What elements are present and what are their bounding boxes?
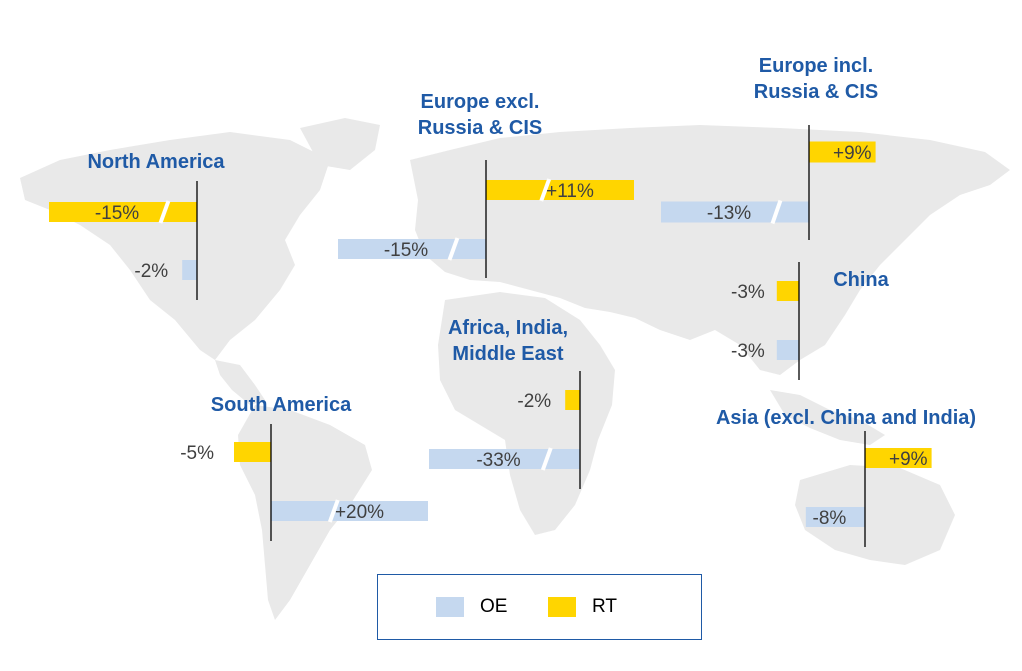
legend-label-oe: OE	[480, 596, 508, 617]
data-label-africa-india-me-rt: -2%	[517, 391, 551, 412]
data-label-asia-oe: -8%	[813, 508, 847, 529]
region-title-china: China	[833, 269, 889, 291]
legend-item-rt: RT	[548, 596, 617, 617]
legend-item-oe: OE	[436, 596, 508, 617]
map-australia	[795, 465, 955, 565]
region-title-asia: Asia (excl. China and India)	[716, 407, 976, 429]
chart-legend: OE RT	[377, 574, 702, 640]
region-title-south-america: South America	[211, 394, 352, 416]
data-label-europe-incl-rt: +9%	[833, 143, 872, 164]
bar-africa-india-me-oe	[429, 449, 580, 469]
region-title-europe-excl: Russia & CIS	[418, 117, 542, 139]
region-title-africa-india-me: Africa, India,	[448, 317, 568, 339]
data-label-europe-excl-rt: +11%	[546, 181, 594, 202]
map-africa	[438, 292, 615, 535]
data-label-africa-india-me-oe: -33%	[476, 450, 520, 471]
data-label-china-rt: -3%	[731, 282, 765, 303]
bar-south-america-oe	[271, 501, 428, 521]
data-label-north-america-rt: -15%	[95, 203, 139, 224]
bar-north-america-rt	[49, 202, 197, 222]
bars-layer: -15% -2% North America +11% -15% Europe excl.…	[49, 55, 976, 547]
bar-asia-oe	[805, 507, 865, 527]
bar-china-rt	[776, 281, 799, 301]
region-china: -3% -3% China	[731, 262, 890, 380]
region-title-europe-incl: Russia & CIS	[754, 81, 878, 103]
data-label-south-america-oe: +20%	[335, 502, 384, 523]
legend-swatch-rt	[548, 597, 576, 617]
map-greenland	[300, 118, 380, 170]
axis-break-mark	[327, 499, 340, 523]
axis-break-mark	[447, 237, 460, 261]
region-africa-india-me: -2% -33% Africa, India, Middle East	[429, 317, 581, 489]
map-central-america	[215, 360, 265, 405]
data-label-europe-excl-oe: -15%	[384, 240, 428, 261]
axis-break-mark	[540, 447, 553, 471]
region-south-america: -5% +20% South America	[180, 394, 428, 541]
map-north-america	[20, 132, 330, 360]
data-label-north-america-oe: -2%	[134, 261, 168, 282]
axis-break-mark	[158, 200, 171, 224]
bar-europe-incl-oe	[661, 201, 809, 223]
bar-europe-incl-rt	[809, 141, 876, 163]
map-southeast-asia	[770, 390, 885, 445]
region-title-europe-incl: Europe incl.	[759, 55, 873, 77]
bar-asia-rt	[865, 448, 932, 468]
bar-china-oe	[776, 340, 799, 360]
bar-europe-excl-rt	[486, 180, 634, 200]
data-label-south-america-rt: -5%	[180, 443, 214, 464]
region-north-america: -15% -2% North America	[49, 151, 225, 300]
region-title-europe-excl: Europe excl.	[421, 91, 540, 113]
bar-south-america-rt	[234, 442, 271, 462]
legend-label-rt: RT	[592, 596, 617, 617]
region-europe-excl: +11% -15% Europe excl. Russia & CIS	[338, 91, 634, 278]
region-title-africa-india-me: Middle East	[452, 343, 563, 365]
region-asia: +9% -8% Asia (excl. China and India)	[716, 407, 976, 547]
data-label-china-oe: -3%	[731, 341, 765, 362]
bar-europe-excl-oe	[338, 239, 486, 259]
axis-break-mark	[770, 199, 783, 225]
region-europe-incl: +9% -13% Europe incl. Russia & CIS	[661, 55, 878, 240]
data-label-asia-rt: +9%	[889, 449, 928, 470]
bar-north-america-oe	[182, 260, 197, 280]
region-title-north-america: North America	[87, 151, 225, 173]
data-label-europe-incl-oe: -13%	[707, 203, 751, 224]
axis-break-mark	[539, 178, 552, 202]
legend-swatch-oe	[436, 597, 464, 617]
bar-africa-india-me-rt	[565, 390, 580, 410]
